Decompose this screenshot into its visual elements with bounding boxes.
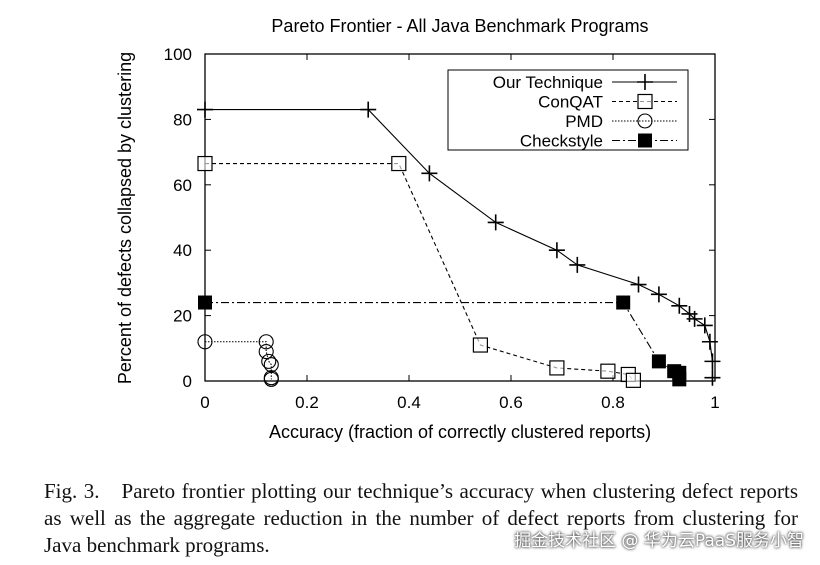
data-point bbox=[198, 295, 212, 310]
legend-label: Checkstyle bbox=[520, 132, 603, 151]
y-axis-label: Percent of defects collapsed by clusteri… bbox=[115, 52, 135, 384]
data-point bbox=[701, 333, 718, 350]
y-tick-label: 40 bbox=[173, 241, 192, 260]
y-tick-label: 0 bbox=[183, 372, 192, 391]
data-point bbox=[258, 334, 274, 350]
data-point bbox=[472, 337, 488, 353]
data-point bbox=[651, 354, 666, 369]
y-tick-label: 80 bbox=[173, 110, 192, 129]
data-point bbox=[549, 360, 565, 376]
data-point bbox=[696, 317, 713, 334]
legend-marker bbox=[637, 74, 653, 90]
chart-title: Pareto Frontier - All Java Benchmark Pro… bbox=[271, 16, 648, 36]
data-point bbox=[625, 372, 642, 388]
data-point bbox=[263, 371, 279, 387]
legend-marker bbox=[637, 93, 653, 110]
data-point bbox=[360, 101, 377, 118]
data-point bbox=[258, 344, 274, 360]
plot-frame bbox=[204, 53, 716, 382]
y-tick-label: 100 bbox=[164, 45, 192, 64]
data-point bbox=[548, 242, 565, 259]
x-tick-label: 0.8 bbox=[601, 393, 625, 412]
data-point bbox=[197, 101, 213, 118]
legend-label: PMD bbox=[565, 112, 603, 131]
x-tick-label: 0.2 bbox=[295, 393, 319, 412]
caption-text: Pareto frontier plotting our technique’s… bbox=[44, 479, 799, 557]
legend-marker bbox=[638, 133, 652, 148]
data-point bbox=[261, 353, 277, 369]
y-tick-label: 60 bbox=[173, 176, 192, 195]
data-point bbox=[704, 353, 721, 370]
caption-label: Fig. 3. bbox=[44, 479, 100, 503]
series-line bbox=[205, 301, 680, 380]
data-point bbox=[630, 276, 647, 293]
data-point bbox=[686, 310, 703, 327]
x-tick-label: 0 bbox=[200, 393, 209, 412]
legend-marker bbox=[637, 113, 653, 129]
data-point bbox=[569, 256, 586, 273]
data-point bbox=[197, 155, 213, 172]
data-point bbox=[391, 155, 407, 172]
x-tick-label: 1 bbox=[710, 393, 719, 412]
data-point bbox=[704, 369, 721, 386]
figure-caption: Fig. 3. Pareto frontier plotting our tech… bbox=[44, 478, 798, 559]
legend-label: Our Technique bbox=[493, 73, 603, 92]
data-point bbox=[672, 372, 687, 387]
data-point bbox=[671, 297, 688, 314]
series-pmd bbox=[197, 334, 279, 387]
data-point bbox=[616, 295, 631, 310]
series-conqat bbox=[197, 155, 642, 388]
series-our-technique bbox=[197, 101, 721, 386]
x-axis-label: Accuracy (fraction of correctly clustere… bbox=[269, 422, 651, 442]
legend-label: ConQAT bbox=[538, 93, 603, 112]
data-point bbox=[197, 334, 213, 350]
data-point bbox=[600, 363, 616, 379]
data-point bbox=[487, 214, 504, 231]
data-point bbox=[421, 165, 438, 182]
series-line bbox=[205, 341, 272, 380]
pareto-chart: Pareto Frontier - All Java Benchmark Pro… bbox=[115, 16, 721, 442]
x-tick-label: 0.6 bbox=[499, 393, 523, 412]
series-checkstyle bbox=[198, 295, 687, 387]
x-tick-label: 0.4 bbox=[397, 393, 421, 412]
y-tick-label: 20 bbox=[173, 307, 192, 326]
data-point bbox=[263, 357, 279, 373]
data-point bbox=[650, 286, 667, 303]
watermark: 掘金技术社区 @ 华为云PaaS服务小智 bbox=[514, 531, 804, 551]
